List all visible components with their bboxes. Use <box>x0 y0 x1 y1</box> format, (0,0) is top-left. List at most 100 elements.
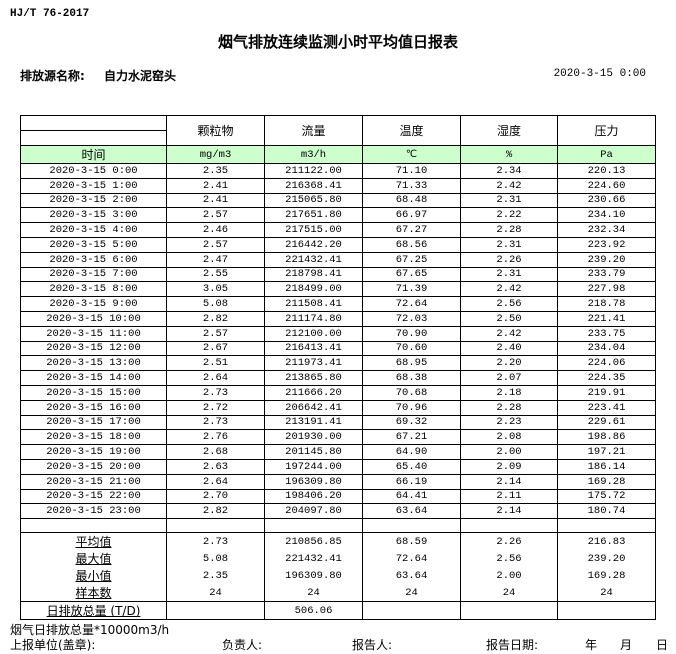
cell-flow: 216368.41 <box>264 178 363 194</box>
cell-temperature: 71.10 <box>362 163 461 179</box>
cell-time: 2020-3-15 3:00 <box>20 207 167 224</box>
cell-time: 2020-3-15 10:00 <box>20 311 167 327</box>
cell-flow: 218499.00 <box>264 281 363 298</box>
footer-note: 烟气日排放总量*10000m3/h <box>10 623 170 637</box>
cell-humidity: 2.23 <box>460 415 558 431</box>
cell-time: 2020-3-15 5:00 <box>20 237 167 253</box>
source-label: 排放源名称: <box>20 69 85 83</box>
cell-particulate: 2.35 <box>166 163 265 179</box>
cell-pressure: 218.78 <box>557 296 656 312</box>
cell-particulate: 2.47 <box>166 252 265 268</box>
cell-temperature: 67.25 <box>362 252 461 268</box>
cell-time: 2020-3-15 14:00 <box>20 370 167 386</box>
header-flow: 流量 <box>264 115 363 146</box>
table-row: 2020-3-15 13:00 2.51 211973.41 68.95 2.20 224… <box>20 355 656 372</box>
cell-particulate: 2.68 <box>166 444 265 460</box>
cell-pressure <box>557 518 656 534</box>
cell-temperature: 66.97 <box>362 207 461 224</box>
cell-pressure: 233.79 <box>557 267 656 283</box>
cell-pressure: 227.98 <box>557 281 656 298</box>
cell-temperature: 64.90 <box>362 444 461 460</box>
cell-temperature: 68.56 <box>362 237 461 253</box>
cell-time: 2020-3-15 13:00 <box>20 355 167 372</box>
summary-row: 最大值 5.08 221432.41 72.64 2.56 239.20 <box>20 550 656 568</box>
cell-time: 2020-3-15 6:00 <box>20 252 167 268</box>
cell-flow: 24 <box>264 584 363 602</box>
cell-particulate: 2.73 <box>166 415 265 431</box>
cell-particulate: 2.35 <box>166 567 265 585</box>
cell-particulate: 2.64 <box>166 370 265 386</box>
cell-humidity: 2.31 <box>460 237 558 253</box>
table-row: 2020-3-15 17:00 2.73 213191.41 69.32 2.23 229… <box>20 415 656 431</box>
cell-humidity: 2.26 <box>460 532 558 551</box>
cell-particulate: 5.08 <box>166 296 265 312</box>
header-row: 颗粒物 流量 温度 湿度 压力 <box>20 115 656 146</box>
cell-temperature: 67.65 <box>362 267 461 283</box>
cell-temperature: 63.64 <box>362 503 461 520</box>
cell-pressure: 223.92 <box>557 237 656 253</box>
reporting-unit-label: 上报单位(盖章): <box>10 638 96 652</box>
summary-row: 平均值 2.73 210856.85 68.59 2.26 216.83 <box>20 532 656 551</box>
table-row: 2020-3-15 3:00 2.57 217651.80 66.97 2.22 234.… <box>20 207 656 224</box>
report-title: 烟气排放连续监测小时平均值日报表 <box>217 33 458 51</box>
cell-particulate: 2.63 <box>166 459 265 475</box>
cell-flow: 215065.80 <box>264 193 363 209</box>
blank-row <box>20 518 656 534</box>
cell-time: 2020-3-15 18:00 <box>20 429 167 446</box>
cell-time <box>20 518 167 534</box>
cell-pressure: 220.13 <box>557 163 656 179</box>
cell-time: 2020-3-15 9:00 <box>20 296 167 312</box>
cell-particulate: 2.64 <box>166 474 265 490</box>
cell-time: 2020-3-15 7:00 <box>20 267 167 283</box>
cell-temperature: 68.59 <box>362 532 461 551</box>
header-temperature: 温度 <box>362 115 461 146</box>
cell-flow: 221432.41 <box>264 550 363 568</box>
cell-time: 2020-3-15 20:00 <box>20 459 167 475</box>
table-row: 2020-3-15 14:00 2.64 213865.80 68.38 2.07 224… <box>20 370 656 386</box>
cell-flow <box>264 518 363 534</box>
cell-pressure: 186.14 <box>557 459 656 475</box>
cell-pressure: 197.21 <box>557 444 656 460</box>
cell-flow: 212100.00 <box>264 326 363 342</box>
cell-humidity: 2.56 <box>460 550 558 568</box>
cell-pressure: 233.75 <box>557 326 656 342</box>
units-row: 时间 mg/m3 m3/h ℃ % Pa <box>20 145 656 164</box>
unit-particulate: mg/m3 <box>166 145 265 164</box>
table-row: 2020-3-15 18:00 2.76 201930.00 67.21 2.08 198… <box>20 429 656 446</box>
table-row: 2020-3-15 22:00 2.70 198406.20 64.41 2.11 175… <box>20 489 656 505</box>
cell-particulate: 2.73 <box>166 532 265 551</box>
header-humidity: 湿度 <box>460 115 558 146</box>
unit-time: 时间 <box>20 145 167 164</box>
cell-temperature: 72.64 <box>362 550 461 568</box>
cell-flow: 211508.41 <box>264 296 363 312</box>
table-row: 2020-3-15 7:00 2.55 218798.41 67.65 2.31 233.… <box>20 267 656 283</box>
unit-pressure: Pa <box>557 145 656 164</box>
table-row: 2020-3-15 20:00 2.63 197244.00 65.40 2.09 186… <box>20 459 656 475</box>
cell-humidity: 2.42 <box>460 178 558 194</box>
cell-temperature: 71.33 <box>362 178 461 194</box>
unit-flow: m3/h <box>264 145 363 164</box>
cell-pressure: 239.20 <box>557 550 656 568</box>
cell-humidity: 2.56 <box>460 296 558 312</box>
cell-pressure: 24 <box>557 584 656 602</box>
cell-time: 日排放总量 (T/D) <box>20 601 167 621</box>
cell-flow: 211973.41 <box>264 355 363 372</box>
cell-flow: 211122.00 <box>264 163 363 179</box>
cell-pressure: 234.10 <box>557 207 656 224</box>
cell-time: 最大值 <box>20 550 167 568</box>
cell-time: 2020-3-15 19:00 <box>20 444 167 460</box>
cell-temperature: 64.41 <box>362 489 461 505</box>
cell-humidity: 2.18 <box>460 385 558 401</box>
cell-humidity: 2.40 <box>460 341 558 357</box>
cell-particulate: 24 <box>166 584 265 602</box>
cell-temperature: 67.27 <box>362 222 461 238</box>
cell-time: 平均值 <box>20 532 167 551</box>
cell-pressure: 198.86 <box>557 429 656 446</box>
table-row: 2020-3-15 4:00 2.46 217515.00 67.27 2.28 232.… <box>20 222 656 238</box>
cell-particulate <box>166 518 265 534</box>
cell-flow: 213191.41 <box>264 415 363 431</box>
cell-time: 2020-3-15 2:00 <box>20 193 167 209</box>
cell-pressure: 224.60 <box>557 178 656 194</box>
cell-time: 最小值 <box>20 567 167 585</box>
cell-flow: 201145.80 <box>264 444 363 460</box>
